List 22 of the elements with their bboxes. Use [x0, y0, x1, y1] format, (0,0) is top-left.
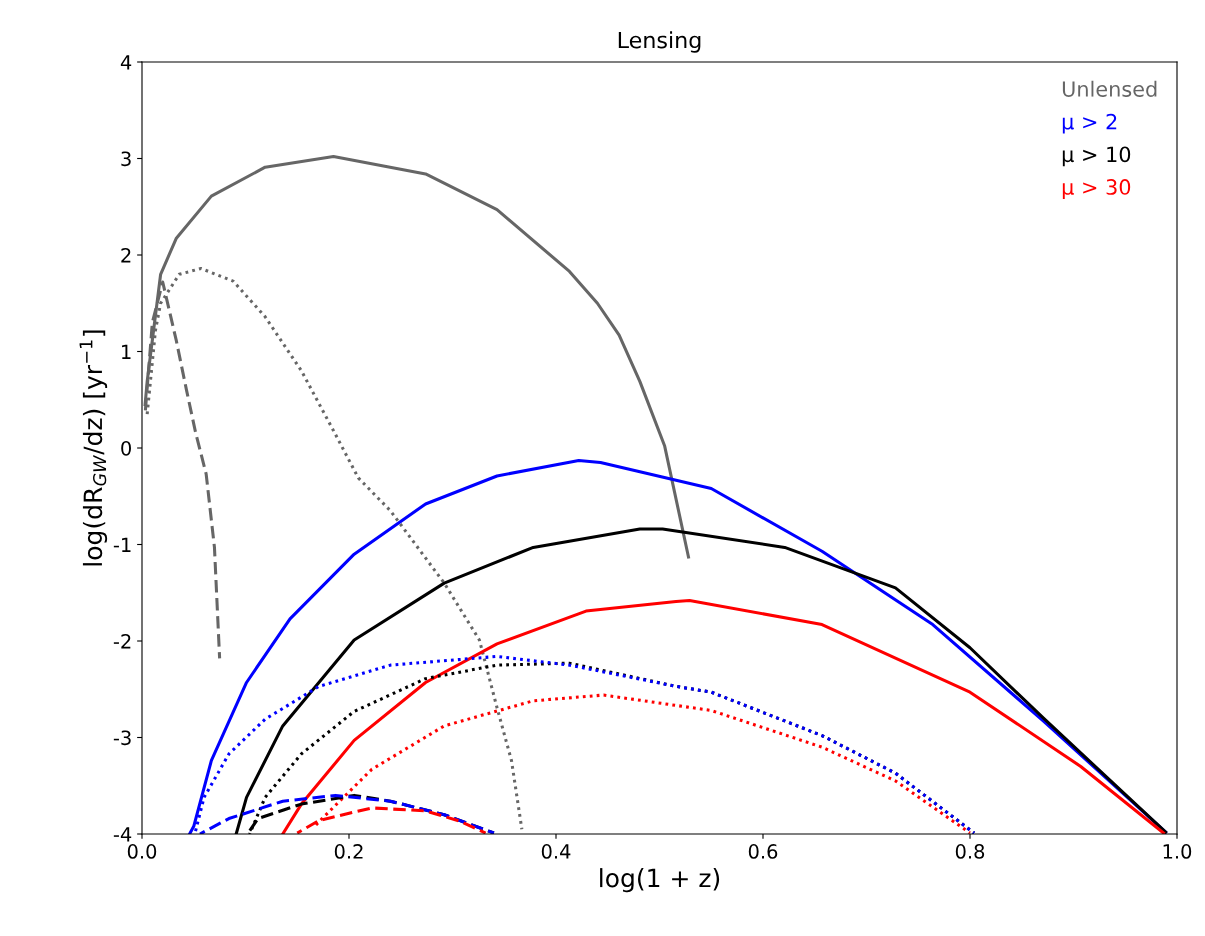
y-tick-label: 1	[122, 344, 131, 359]
y-tick-label: -1	[113, 537, 131, 552]
text: μ > 30	[1062, 179, 1131, 199]
y-tick-label: -2	[113, 633, 131, 649]
y-tick-label: 0	[121, 440, 131, 456]
text: μ > 2	[1062, 113, 1117, 134]
y-tick-label: -3	[113, 730, 131, 746]
y-tick-label: 2	[121, 247, 131, 263]
chart-title: Lensing	[618, 31, 701, 53]
x-tick-label: 0.8	[955, 844, 985, 859]
x-tick-label: 0.0	[127, 844, 157, 859]
text: Unlensed	[1062, 80, 1157, 97]
y-tick-label: -4	[113, 827, 132, 842]
x-tick-label: 0.4	[541, 844, 571, 859]
x-tick-label: 0.2	[334, 844, 363, 859]
x-tick-label: 1.0	[1163, 844, 1192, 859]
x-axis-title: log(1 + z)	[600, 868, 720, 893]
y-axis-title: log(dR$_{GW}$/dz) [yr$^{−1}$]	[79, 330, 108, 566]
text: μ > 10	[1062, 146, 1131, 167]
y-tick-label: 3	[121, 151, 131, 167]
y-tick-label: 4	[120, 55, 132, 70]
x-tick-label: 0.6	[748, 844, 778, 859]
